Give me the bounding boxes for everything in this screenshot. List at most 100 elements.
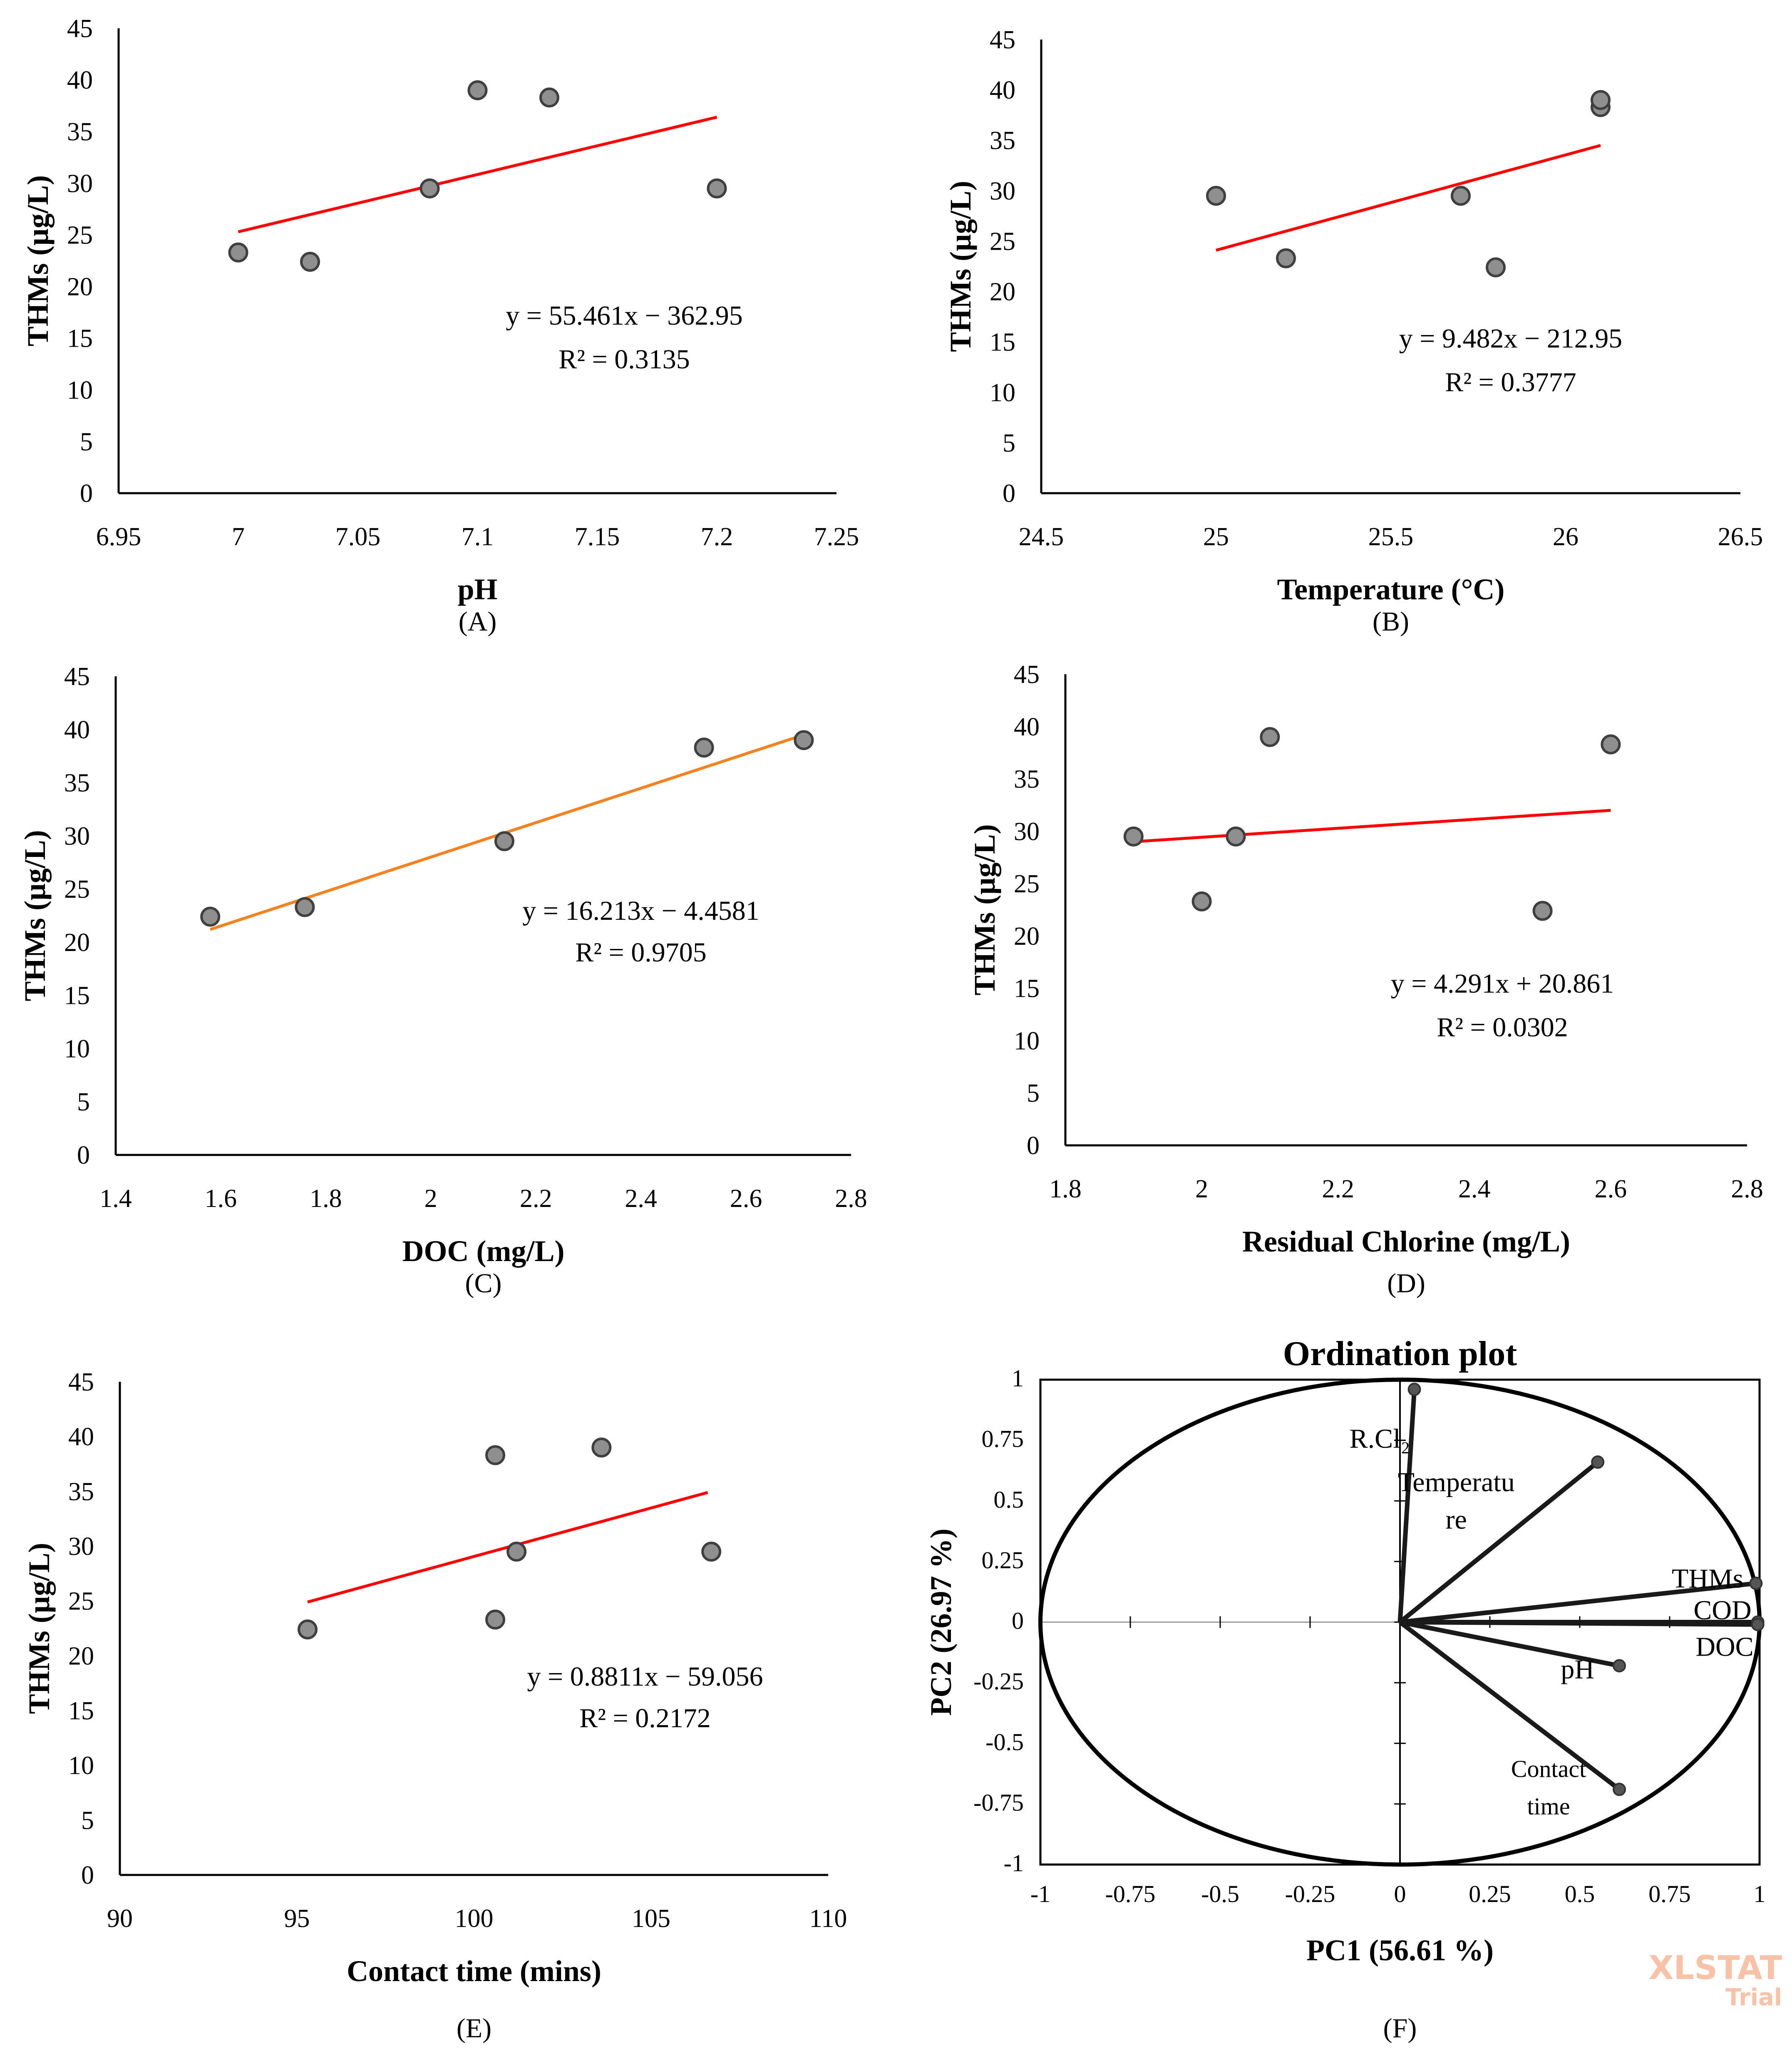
y-tick-label: 15 (68, 1697, 94, 1725)
x-tick-label: 2.6 (1595, 1175, 1627, 1203)
y-axis-title: THMs (µg/L) (21, 175, 55, 346)
data-point (1226, 826, 1246, 847)
y-tick-label: -0.75 (973, 1789, 1024, 1816)
vector-endpoint (1613, 1659, 1626, 1673)
chart-panel-C: 0 5 10 15 20 25 30 35 40 45 1.4 1.6 1.8 2 2.2 2.4 2.6 2.8… (18, 663, 867, 1299)
vector-label: R.Cl₂ (1350, 1423, 1410, 1454)
y-tick-label: 0 (77, 1141, 90, 1170)
vector-ph (1399, 1620, 1620, 1668)
vector-endpoint (1591, 1455, 1605, 1469)
x-tick-label: 26 (1553, 523, 1579, 551)
x-axis-title: PC1 (56.61 %) (1306, 1934, 1494, 1967)
x-tick-label: 25.5 (1368, 523, 1414, 551)
y-tick-label: 30 (1014, 817, 1040, 846)
data-point (494, 831, 514, 852)
y-axis-title: THMs (µg/L) (968, 824, 1001, 995)
y-axis-title: THMs (µg/L) (22, 1543, 56, 1714)
y-tick-label: 0 (1003, 479, 1015, 508)
y-tick-label: 25 (67, 221, 93, 249)
vector-label: time (1527, 1793, 1570, 1820)
y-tick-label: 5 (77, 1088, 90, 1116)
x-tick-label: 2.4 (625, 1184, 657, 1213)
data-point (1276, 248, 1296, 268)
x-tick-label: 7.15 (575, 523, 620, 551)
y-tick-label: 35 (1014, 765, 1040, 794)
vector-endpoint (1407, 1383, 1421, 1396)
chart-panel-E: 0 5 10 15 20 25 30 35 40 45 90 95 100 105 110 Contact t… (22, 1368, 847, 2044)
x-tick-label: 7.1 (462, 523, 494, 551)
data-point (485, 1609, 506, 1630)
y-tick-label: 30 (68, 1532, 94, 1561)
y-tick-label: 40 (68, 1423, 94, 1451)
y-tick-label: 15 (1014, 975, 1040, 1003)
x-axis-title: pH (457, 573, 497, 606)
x-tick-label: 0.25 (1469, 1880, 1511, 1907)
y-tick-label: 10 (990, 379, 1015, 407)
y-tick-label: 20 (64, 929, 90, 957)
y-tick-label: 25 (990, 227, 1015, 256)
y-tick-label: 0.5 (994, 1486, 1024, 1513)
data-point (1206, 186, 1226, 206)
y-tick-label: 30 (990, 177, 1015, 205)
x-tick-label: 110 (809, 1904, 847, 1933)
y-tick-label: 20 (67, 273, 93, 301)
x-tick-label: 24.5 (1019, 523, 1064, 551)
data-point (485, 1445, 506, 1465)
x-tick-label: 0 (1394, 1880, 1406, 1907)
x-tick-label: 0.5 (1565, 1880, 1595, 1907)
y-tick-label: 5 (81, 1806, 94, 1835)
y-tick-label: 0.75 (982, 1425, 1024, 1453)
x-tick-label: 2.4 (1458, 1175, 1491, 1203)
y-tick-label: 25 (1014, 870, 1040, 898)
y-tick-label: 15 (67, 325, 93, 353)
y-tick-label: 40 (990, 76, 1015, 104)
y-tick-label: 5 (1027, 1079, 1040, 1107)
y-tick-label: 40 (67, 66, 93, 94)
vector-label: COD (1693, 1595, 1751, 1626)
x-tick-label: 2.8 (1731, 1175, 1763, 1203)
trend-equation: y = 16.213x − 4.4581 (522, 896, 759, 926)
vector-label: DOC (1695, 1631, 1753, 1662)
x-tick-label: 7.05 (335, 523, 381, 551)
vector-label: Contact (1511, 1755, 1586, 1782)
x-tick-label: 6.95 (96, 523, 141, 551)
data-point (1260, 727, 1280, 747)
y-tick-label: 30 (64, 822, 90, 850)
y-tick-label: 10 (67, 376, 93, 405)
data-point (1601, 734, 1621, 755)
data-point (506, 1542, 527, 1562)
data-point (701, 1542, 722, 1562)
y-tick-label: 15 (990, 328, 1015, 357)
x-tick-label: 95 (284, 1904, 310, 1933)
vector-label: pH (1561, 1654, 1594, 1684)
data-point (298, 1619, 318, 1640)
x-tick-label: 2.6 (730, 1184, 762, 1213)
data-point (1486, 257, 1506, 278)
x-tick-label: -1 (1030, 1880, 1050, 1907)
trend-r-squared: R² = 0.9705 (575, 937, 707, 968)
trend-r-squared: R² = 0.2172 (579, 1703, 711, 1733)
y-tick-label: 30 (67, 169, 93, 198)
x-tick-label: 7.25 (814, 523, 859, 551)
y-axis-title: THMs (µg/L) (18, 830, 52, 1001)
data-point (1123, 826, 1144, 847)
trend-r-squared: R² = 0.3135 (558, 344, 690, 375)
data-point (228, 242, 248, 263)
y-tick-label: 40 (1014, 713, 1040, 741)
x-tick-label: 100 (455, 1904, 494, 1933)
y-tick-label: 0 (1012, 1607, 1024, 1634)
trend-line (238, 116, 717, 233)
x-tick-label: 1.4 (99, 1184, 132, 1213)
x-tick-label: 0.75 (1648, 1880, 1691, 1907)
y-axis-title: PC2 (26.97 %) (924, 1529, 958, 1716)
x-tick-label: 2 (424, 1184, 437, 1213)
y-tick-label: 10 (64, 1035, 90, 1063)
x-tick-label: -0.75 (1105, 1880, 1156, 1907)
panel-label: (D) (1387, 1268, 1425, 1299)
panel-label: (C) (465, 1268, 502, 1299)
trend-equation: y = 9.482x − 212.95 (1399, 323, 1622, 354)
y-tick-label: 10 (1014, 1027, 1040, 1055)
x-tick-label: -0.5 (1201, 1880, 1239, 1907)
plot-title: Ordination plot (1283, 1334, 1517, 1373)
